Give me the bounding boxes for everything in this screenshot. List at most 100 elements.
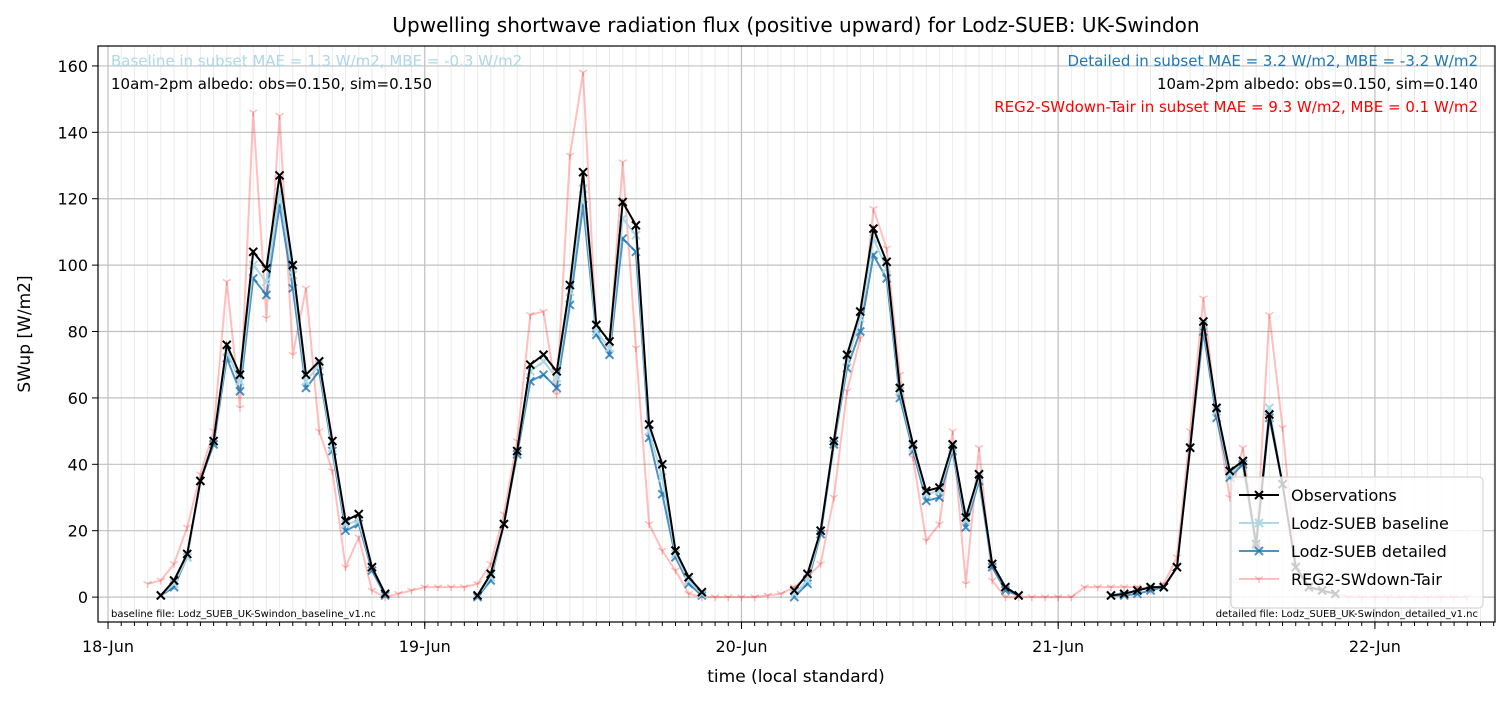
marker: [1093, 584, 1103, 592]
marker: [671, 567, 680, 575]
marker: [1185, 442, 1195, 453]
annotation: 10am-2pm albedo: obs=0.150, sim=0.150: [111, 75, 432, 93]
marker: [921, 489, 931, 499]
marker: [1067, 594, 1076, 602]
chart-title: Upwelling shortwave radiation flux (posi…: [392, 13, 1199, 37]
marker: [1238, 444, 1248, 452]
legend-label: Observations: [1291, 486, 1397, 505]
marker: [974, 469, 984, 479]
legend: Observations Lodz-SUEB baseline Lodz-SUEB …: [1230, 476, 1484, 609]
marker: [1198, 316, 1209, 327]
marker: [433, 584, 443, 592]
marker: [948, 428, 958, 436]
marker: [776, 590, 786, 598]
marker: [459, 584, 469, 592]
annotation: Baseline in subset MAE = 1.3 W/m2, MBE =…: [111, 52, 522, 70]
marker: [947, 439, 958, 450]
marker: [195, 476, 206, 486]
marker: [301, 369, 311, 380]
marker: [380, 589, 390, 599]
y-tick-label: 80: [68, 323, 88, 342]
marker: [367, 587, 377, 595]
marker: [763, 592, 773, 600]
series-line: [160, 188, 1336, 597]
marker: [684, 590, 694, 598]
marker: [604, 336, 615, 347]
marker: [869, 205, 878, 213]
marker: [1211, 403, 1222, 413]
marker: [908, 439, 918, 450]
legend-box: [1230, 476, 1484, 609]
marker: [961, 580, 971, 588]
marker: [446, 584, 456, 592]
marker: [1254, 490, 1264, 500]
marker: [1172, 562, 1182, 572]
marker: [1225, 466, 1235, 476]
marker: [262, 315, 271, 323]
marker: [143, 580, 153, 588]
marker: [235, 369, 245, 380]
marker: [1238, 456, 1248, 466]
marker: [815, 525, 826, 536]
marker: [222, 278, 232, 286]
marker: [961, 512, 971, 523]
marker: [552, 366, 562, 377]
marker: [710, 594, 720, 602]
marker: [407, 587, 416, 595]
marker: [340, 519, 351, 529]
marker: [380, 590, 390, 601]
annotation: 10am-2pm albedo: obs=0.150, sim=0.140: [1157, 75, 1478, 93]
marker: [882, 245, 892, 253]
marker: [921, 537, 931, 545]
marker: [169, 560, 179, 568]
marker: [420, 584, 430, 592]
marker: [169, 575, 179, 586]
marker: [1040, 594, 1050, 602]
y-tick-label: 60: [68, 389, 88, 408]
marker: [208, 436, 219, 446]
marker: [631, 220, 641, 230]
marker: [288, 260, 298, 270]
marker: [578, 167, 588, 177]
y-tick-label: 20: [68, 522, 88, 541]
marker: [723, 594, 733, 602]
marker: [261, 263, 272, 274]
marker: [156, 577, 166, 585]
plot-frame: [97, 45, 1496, 623]
marker: [182, 524, 192, 532]
marker: [1254, 546, 1264, 556]
marker: [1119, 584, 1129, 592]
annotation: Detailed in subset MAE = 3.2 W/m2, MBE =…: [1067, 52, 1478, 70]
y-axis-label: SWup [W/m2]: [15, 275, 35, 392]
marker: [473, 580, 482, 588]
marker: [987, 559, 997, 569]
legend-label: Lodz-SUEB detailed: [1291, 542, 1447, 561]
marker: [829, 436, 839, 446]
marker: [1198, 295, 1208, 303]
legend-label: Lodz-SUEB baseline: [1291, 514, 1449, 533]
marker: [1132, 585, 1143, 596]
marker: [486, 569, 496, 579]
marker: [565, 152, 575, 160]
marker: [274, 170, 285, 181]
marker: [644, 521, 654, 529]
y-tick-label: 0: [78, 588, 88, 607]
marker: [1119, 589, 1129, 599]
marker: [1080, 584, 1089, 592]
marker: [657, 547, 667, 555]
marker: [222, 340, 232, 350]
marker: [697, 589, 707, 599]
marker: [340, 516, 351, 526]
marker: [1264, 311, 1274, 319]
marker: [657, 459, 667, 470]
marker: [182, 549, 192, 559]
marker: [591, 320, 602, 330]
marker: [314, 428, 324, 436]
marker: [248, 247, 258, 257]
marker: [683, 572, 694, 582]
y-tick-label: 140: [57, 123, 88, 142]
marker: [1106, 590, 1116, 601]
marker: [578, 69, 588, 77]
series-line: [160, 172, 1336, 597]
marker: [367, 562, 377, 572]
